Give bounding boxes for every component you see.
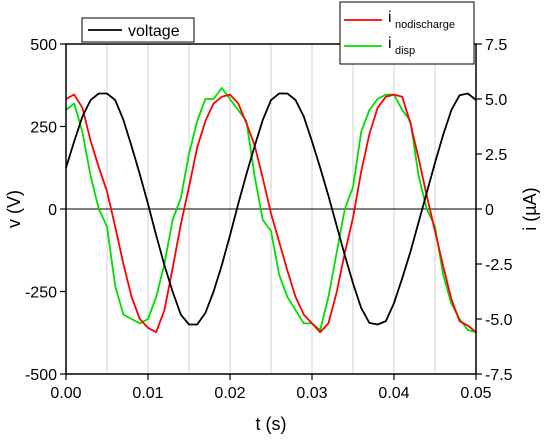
y-left-tick-label: -250 bbox=[25, 285, 57, 302]
legend-voltage-label: voltage bbox=[128, 23, 180, 40]
x-tick-label: 0.03 bbox=[296, 385, 327, 402]
x-tick-label: 0.02 bbox=[214, 385, 245, 402]
legend-i-nodischarge-subscript: nodischarge bbox=[395, 19, 455, 31]
y-right-tick-label: 5.0 bbox=[485, 92, 507, 109]
x-tick-label: 0.01 bbox=[132, 385, 163, 402]
y-axis-left-title: v (V) bbox=[4, 190, 24, 228]
y-axis-right-title: i (µA) bbox=[520, 187, 540, 230]
y-left-tick-label: -500 bbox=[25, 367, 57, 384]
y-right-tick-label: 0 bbox=[485, 202, 494, 219]
legend-voltage: voltage bbox=[81, 17, 195, 43]
tick-marks bbox=[60, 43, 482, 380]
y-left-tick-label: 0 bbox=[48, 202, 57, 219]
legend-i-disp-label: i bbox=[388, 35, 392, 52]
legend-i-disp-subscript: disp bbox=[395, 45, 415, 57]
y-right-tick-label: 2.5 bbox=[485, 147, 507, 164]
y-left-tick-label: 500 bbox=[30, 37, 57, 54]
series-line-voltage bbox=[65, 92, 477, 326]
legend-currents: i nodischarge i disp bbox=[339, 1, 475, 65]
tick-labels: 0.00 0.01 0.02 0.03 0.04 0.05 500 250 0 -250 -500 7… bbox=[25, 37, 513, 402]
legend-currents-box bbox=[339, 1, 475, 65]
x-tick-label: 0.04 bbox=[378, 385, 409, 402]
y-right-tick-label: -7.5 bbox=[485, 367, 513, 384]
y-right-tick-label: 7.5 bbox=[485, 37, 507, 54]
series-layer bbox=[65, 87, 477, 334]
x-axis-title: t (s) bbox=[256, 414, 287, 434]
x-tick-label: 0.05 bbox=[460, 385, 491, 402]
y-right-tick-label: -2.5 bbox=[485, 257, 513, 274]
legend-i-nodischarge-label: i bbox=[388, 9, 392, 26]
x-tick-label: 0.00 bbox=[50, 385, 81, 402]
series-line-i_nodischarge bbox=[65, 93, 477, 334]
y-left-tick-label: 250 bbox=[30, 120, 57, 137]
y-right-tick-label: -5.0 bbox=[485, 312, 513, 329]
